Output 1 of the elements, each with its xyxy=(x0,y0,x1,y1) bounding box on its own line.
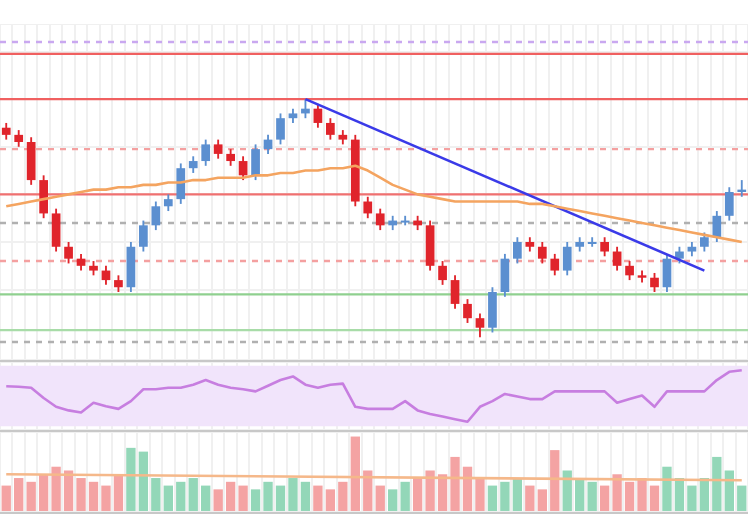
bar xyxy=(375,485,385,511)
